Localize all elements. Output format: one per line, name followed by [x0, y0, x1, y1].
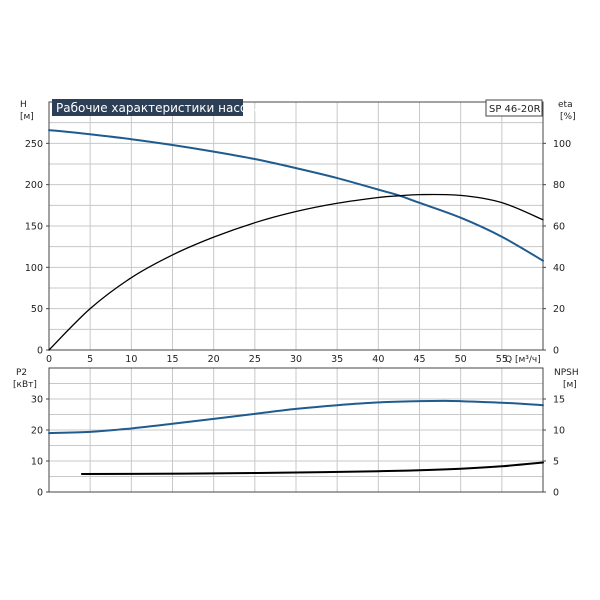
bottom-left-tick-label: 10 — [31, 457, 43, 468]
model-label: SP 46-20R — [489, 104, 541, 115]
bottom-right-tick-label: 15 — [553, 395, 565, 406]
y-left-label-top-line2: [м] — [20, 112, 34, 122]
bottom-right-tick-label: 10 — [553, 426, 565, 437]
top-series — [48, 129, 544, 351]
y-right-label-bottom-line2: [м] — [563, 380, 577, 390]
top-x-tick-label: 35 — [331, 354, 343, 365]
bottom-left-tick-label: 20 — [31, 426, 43, 437]
top-right-tick-label: 40 — [553, 263, 565, 274]
bottom-right-tick-label: 5 — [553, 457, 559, 468]
top-left-tick-label: 0 — [37, 346, 43, 357]
top-left-tick-label: 200 — [25, 180, 43, 191]
top-right-tick-label: 100 — [553, 139, 571, 150]
top-right-tick-label: 20 — [553, 304, 565, 315]
top-right-tick-label: 60 — [553, 222, 565, 233]
chart-title-box — [52, 99, 243, 116]
bottom-series-1-line — [80, 461, 544, 476]
chart-title: Рабочие характеристики насоса — [56, 101, 261, 115]
model-box — [485, 99, 543, 117]
bottom-left-tick-label: 0 — [37, 488, 43, 499]
y-right-label-top-line2: [%] — [560, 112, 576, 122]
top-x-tick-label: 30 — [290, 354, 302, 365]
top-x-tick-label: 55 — [496, 354, 508, 365]
y-left-label-top-line1: H — [20, 100, 27, 110]
top-left-tick-label: 50 — [31, 304, 43, 315]
top-x-tick-label: 10 — [125, 354, 137, 365]
top-left-tick-label: 250 — [25, 139, 43, 150]
top-left-tick-label: 100 — [25, 263, 43, 274]
top-x-tick-label: 15 — [166, 354, 178, 365]
top-series-1-line — [48, 193, 544, 351]
bottom-left-tick-label: 30 — [31, 395, 43, 406]
y-right-label-bottom-line1: NPSH — [554, 368, 579, 378]
top-right-tick-label: 0 — [553, 346, 559, 357]
top-left-tick-label: 150 — [25, 222, 43, 233]
top-x-tick-label: 20 — [208, 354, 220, 365]
bottom-grid — [49, 368, 543, 492]
bottom-tick-labels: 0 10 20 30 0 5 10 15 — [31, 395, 565, 499]
top-x-tick-label: 45 — [413, 354, 425, 365]
x-axis-label: Q [м³/ч] — [505, 355, 541, 365]
bottom-right-tick-label: 0 — [553, 488, 559, 499]
top-series-0-line — [48, 129, 544, 262]
y-left-label-bottom-line2: [кВт] — [13, 380, 37, 390]
top-x-tick-label: 5 — [87, 354, 93, 365]
bottom-series-0-line — [48, 399, 544, 435]
top-grid — [49, 102, 543, 350]
top-x-tick-label: 50 — [455, 354, 467, 365]
bottom-series — [48, 399, 544, 476]
top-right-tick-label: 80 — [553, 180, 565, 191]
top-x-tick-label: 25 — [249, 354, 261, 365]
y-right-label-top-line1: eta — [558, 100, 573, 110]
y-left-label-bottom-line1: P2 — [16, 368, 27, 378]
top-tick-labels: 0 50 100 150 200 250 0 20 40 60 80 100 0 5 10 15 20 25 30 3… — [25, 139, 571, 365]
top-x-tick-label: 40 — [372, 354, 384, 365]
top-x-tick-label: 0 — [46, 354, 52, 365]
